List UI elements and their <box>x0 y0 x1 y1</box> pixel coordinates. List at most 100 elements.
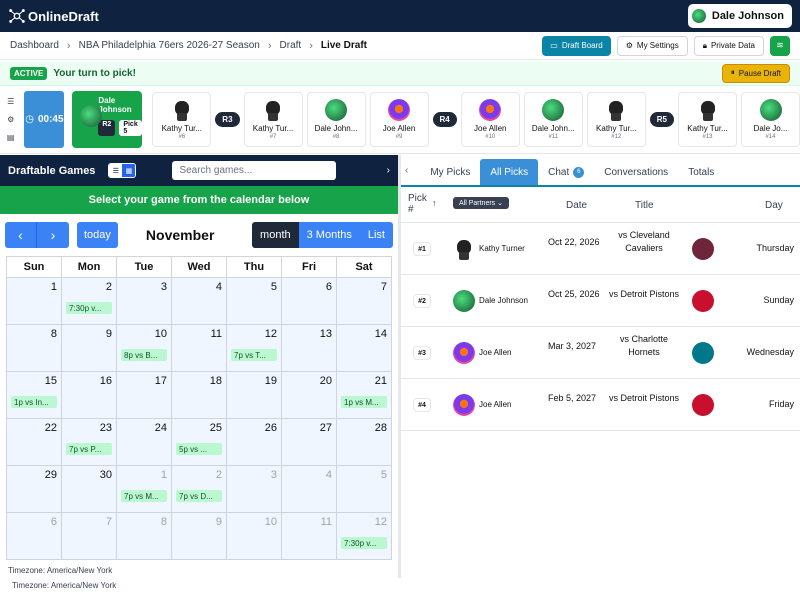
calendar-day[interactable]: 14 <box>337 325 392 372</box>
table-row[interactable]: #3 Joe Allen Mar 3, 2027 vs Charlotte Horne… <box>401 327 800 379</box>
today-button[interactable]: today <box>77 222 118 248</box>
tab-totals[interactable]: Totals <box>678 159 724 185</box>
game-event[interactable]: 7p vs T... <box>231 349 277 361</box>
search-games-input[interactable] <box>172 161 337 180</box>
view-button-0[interactable]: month <box>252 222 299 248</box>
game-event[interactable]: 1p vs M... <box>341 396 387 408</box>
game-event[interactable]: 7p vs M... <box>121 490 167 502</box>
prev-month-button[interactable]: ‹ <box>5 222 37 248</box>
calendar-day[interactable]: 19 <box>227 372 282 419</box>
pick-card[interactable]: Kathy Tur... #7 <box>243 92 303 147</box>
calendar-day[interactable]: 21 1p vs M... <box>337 372 392 419</box>
table-row[interactable]: #1 Kathy Turner Oct 22, 2026 vs Cleveland C… <box>401 223 800 275</box>
breadcrumb-season[interactable]: NBA Philadelphia 76ers 2026-27 Season <box>78 40 260 51</box>
column-day[interactable]: Day <box>765 200 783 211</box>
pause-draft-button[interactable]: ⏸ Pause Draft <box>721 63 790 83</box>
game-event[interactable]: 7:30p v... <box>66 302 112 314</box>
user-menu-button[interactable]: Dale Johnson <box>687 4 792 28</box>
calendar-day[interactable]: 11 <box>172 325 227 372</box>
game-event[interactable]: 1p vs In... <box>11 396 57 408</box>
private-data-button[interactable]: 🔒︎ Private Data <box>693 35 764 56</box>
calendar-day[interactable]: 6 <box>282 278 337 325</box>
breadcrumb-dashboard[interactable]: Dashboard <box>10 40 59 51</box>
calendar-day[interactable]: 10 <box>227 513 282 560</box>
app-logo[interactable]: OnlineDraft <box>8 7 99 25</box>
game-event[interactable]: 7p vs D... <box>176 490 222 502</box>
game-event[interactable]: 7p vs P... <box>66 443 112 455</box>
tab-chat[interactable]: Chat 6 <box>538 159 594 185</box>
chevron-left-icon[interactable]: ‹ <box>405 164 409 176</box>
pick-card[interactable]: Joe Allen #9 <box>369 92 429 147</box>
calendar-day[interactable]: 28 <box>337 419 392 466</box>
calendar-day[interactable]: 10 8p vs B... <box>117 325 172 372</box>
pick-card[interactable]: Dale Jo... #14 <box>741 92 800 147</box>
panel-divider[interactable] <box>398 155 401 578</box>
game-event[interactable]: 5p vs ... <box>176 443 222 455</box>
pick-card[interactable]: Kathy Tur... #13 <box>678 92 737 147</box>
table-row[interactable]: #4 Joe Allen Feb 5, 2027 vs Detroit Pistons… <box>401 379 800 431</box>
tab-all-picks[interactable]: All Picks <box>480 159 539 185</box>
calendar-day[interactable]: 1 <box>7 278 62 325</box>
clipboard-icon[interactable]: ▤ <box>6 133 15 142</box>
table-row[interactable]: #2 Dale Johnson Oct 25, 2026 vs Detroit Pis… <box>401 275 800 327</box>
calendar-day[interactable]: 3 <box>227 466 282 513</box>
pick-card[interactable]: Joe Allen #10 <box>460 92 520 147</box>
wifi-button[interactable]: ≋ <box>770 35 790 56</box>
pick-card[interactable]: Dale John... #8 <box>306 92 366 147</box>
calendar-day[interactable]: 8 <box>7 325 62 372</box>
calendar-day[interactable]: 11 <box>282 513 337 560</box>
calendar-day[interactable]: 23 7p vs P... <box>62 419 117 466</box>
calendar-day[interactable]: 6 <box>7 513 62 560</box>
calendar-day[interactable]: 9 <box>62 325 117 372</box>
calendar-day[interactable]: 7 <box>62 513 117 560</box>
draft-board-button[interactable]: ▭ Draft Board <box>542 35 611 56</box>
game-event[interactable]: 8p vs B... <box>121 349 167 361</box>
calendar-day[interactable]: 25 5p vs ... <box>172 419 227 466</box>
calendar-day[interactable]: 29 <box>7 466 62 513</box>
calendar-day[interactable]: 7 <box>337 278 392 325</box>
settings-icon[interactable]: ⚙ <box>7 115 15 124</box>
calendar-day[interactable]: 20 <box>282 372 337 419</box>
partners-filter-select[interactable]: All Partners ⌄ <box>453 197 510 209</box>
calendar-day[interactable]: 4 <box>282 466 337 513</box>
pick-card[interactable]: Kathy Tur... #6 <box>152 92 212 147</box>
calendar-day[interactable]: 26 <box>227 419 282 466</box>
calendar-day[interactable]: 3 <box>117 278 172 325</box>
calendar-day[interactable]: 24 <box>117 419 172 466</box>
calendar-day[interactable]: 8 <box>117 513 172 560</box>
column-title[interactable]: Title <box>635 200 654 211</box>
calendar-day[interactable]: 2 7p vs D... <box>172 466 227 513</box>
pick-card[interactable]: Dale John... #11 <box>523 92 583 147</box>
calendar-day[interactable]: 5 <box>337 466 392 513</box>
list-view-icon[interactable]: ☰ <box>109 164 123 177</box>
calendar-day[interactable]: 16 <box>62 372 117 419</box>
view-button-1[interactable]: 3 Months <box>298 222 360 248</box>
list-icon[interactable]: ☰ <box>7 97 15 106</box>
calendar-day[interactable]: 15 1p vs In... <box>7 372 62 419</box>
tab-conversations[interactable]: Conversations <box>594 159 678 185</box>
calendar-view-icon[interactable]: ▦ <box>122 164 136 177</box>
calendar-day[interactable]: 30 <box>62 466 117 513</box>
pick-card[interactable]: Kathy Tur... #12 <box>586 92 646 147</box>
my-settings-button[interactable]: ⚙ My Settings <box>616 35 688 56</box>
next-month-button[interactable]: › <box>37 222 69 248</box>
calendar-day[interactable]: 13 <box>282 325 337 372</box>
tab-my-picks[interactable]: My Picks <box>420 159 480 185</box>
calendar-day[interactable]: 1 7p vs M... <box>117 466 172 513</box>
calendar-day[interactable]: 2 7:30p v... <box>62 278 117 325</box>
column-pick[interactable]: Pick # <box>408 193 427 215</box>
calendar-day[interactable]: 4 <box>172 278 227 325</box>
calendar-day[interactable]: 9 <box>172 513 227 560</box>
calendar-day[interactable]: 17 <box>117 372 172 419</box>
sort-arrow-icon[interactable]: ↑ <box>432 198 437 208</box>
calendar-day[interactable]: 18 <box>172 372 227 419</box>
calendar-day[interactable]: 5 <box>227 278 282 325</box>
calendar-day[interactable]: 12 7:30p v... <box>337 513 392 560</box>
column-date[interactable]: Date <box>566 200 588 211</box>
breadcrumb-draft[interactable]: Draft <box>279 40 302 51</box>
calendar-day[interactable]: 12 7p vs T... <box>227 325 282 372</box>
chevron-right-icon[interactable]: › <box>386 165 390 176</box>
calendar-day[interactable]: 27 <box>282 419 337 466</box>
calendar-day[interactable]: 22 <box>7 419 62 466</box>
view-button-2[interactable]: List <box>359 222 393 248</box>
